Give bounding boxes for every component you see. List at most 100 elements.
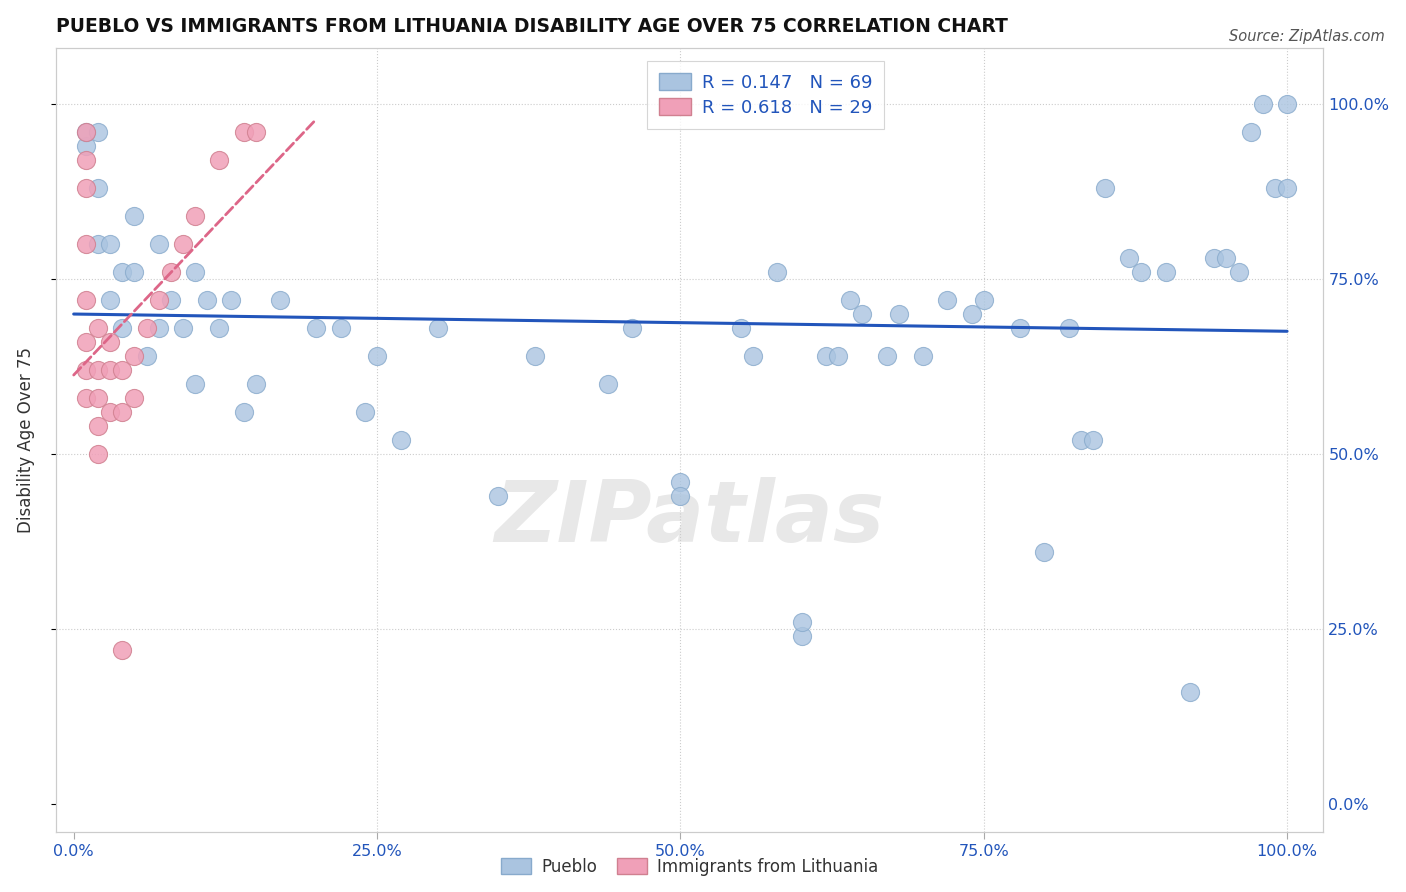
Point <box>87 391 110 405</box>
Point <box>124 391 146 405</box>
Point <box>221 293 243 308</box>
Point <box>111 321 134 335</box>
Text: PUEBLO VS IMMIGRANTS FROM LITHUANIA DISABILITY AGE OVER 75 CORRELATION CHART: PUEBLO VS IMMIGRANTS FROM LITHUANIA DISA… <box>55 17 1007 36</box>
Point <box>1227 265 1250 279</box>
Point <box>184 209 207 223</box>
Point <box>876 349 898 363</box>
Point <box>1010 321 1032 335</box>
Point <box>232 125 254 139</box>
Point <box>98 335 121 350</box>
Point <box>269 293 291 308</box>
Point <box>75 125 97 139</box>
Point <box>245 377 267 392</box>
Legend: Pueblo, Immigrants from Lithuania: Pueblo, Immigrants from Lithuania <box>495 851 884 882</box>
Point <box>98 293 121 308</box>
Point <box>184 377 207 392</box>
Point <box>730 321 752 335</box>
Point <box>354 405 377 419</box>
Point <box>87 447 110 461</box>
Point <box>620 321 643 335</box>
Point <box>232 405 254 419</box>
Point <box>172 237 194 252</box>
Point <box>523 349 546 363</box>
Point <box>790 629 813 643</box>
Point <box>75 335 97 350</box>
Point <box>148 293 170 308</box>
Point <box>111 643 134 657</box>
Point <box>1118 252 1140 266</box>
Point <box>1240 125 1263 139</box>
Point <box>75 237 97 252</box>
Point <box>1057 321 1080 335</box>
Point <box>766 265 789 279</box>
Point <box>159 293 181 308</box>
Point <box>1081 434 1104 448</box>
Point <box>366 349 388 363</box>
Point <box>124 209 146 223</box>
Text: Source: ZipAtlas.com: Source: ZipAtlas.com <box>1229 29 1385 44</box>
Point <box>1215 252 1237 266</box>
Point <box>148 237 170 252</box>
Point <box>75 139 97 153</box>
Point <box>208 321 231 335</box>
Point <box>887 307 910 321</box>
Point <box>87 321 110 335</box>
Point <box>87 237 110 252</box>
Point <box>111 363 134 377</box>
Point <box>486 489 509 503</box>
Point <box>669 475 692 490</box>
Point <box>1204 252 1226 266</box>
Point <box>87 419 110 434</box>
Point <box>426 321 449 335</box>
Point <box>1094 181 1116 195</box>
Point <box>87 181 110 195</box>
Point <box>98 363 121 377</box>
Point <box>1264 181 1286 195</box>
Point <box>305 321 328 335</box>
Point <box>669 489 692 503</box>
Point <box>960 307 983 321</box>
Point <box>973 293 995 308</box>
Point <box>1275 97 1298 112</box>
Point <box>389 434 412 448</box>
Point <box>75 181 97 195</box>
Point <box>851 307 873 321</box>
Point <box>87 363 110 377</box>
Point <box>742 349 765 363</box>
Point <box>839 293 862 308</box>
Point <box>98 237 121 252</box>
Point <box>1070 434 1092 448</box>
Point <box>1178 685 1201 699</box>
Point <box>208 153 231 168</box>
Point <box>111 405 134 419</box>
Text: ZIPatlas: ZIPatlas <box>495 477 884 560</box>
Point <box>124 349 146 363</box>
Point <box>245 125 267 139</box>
Point <box>1154 265 1177 279</box>
Point <box>111 265 134 279</box>
Point <box>827 349 849 363</box>
Point <box>1275 181 1298 195</box>
Point <box>75 363 97 377</box>
Point <box>1033 545 1056 559</box>
Point <box>912 349 935 363</box>
Point <box>814 349 837 363</box>
Point <box>159 265 181 279</box>
Point <box>195 293 218 308</box>
Point <box>98 405 121 419</box>
Point <box>1251 97 1274 112</box>
Point <box>596 377 619 392</box>
Point <box>790 615 813 630</box>
Point <box>329 321 352 335</box>
Point <box>1130 265 1153 279</box>
Point <box>75 391 97 405</box>
Point <box>75 125 97 139</box>
Point <box>87 125 110 139</box>
Point <box>936 293 959 308</box>
Point <box>75 153 97 168</box>
Point <box>124 265 146 279</box>
Point <box>148 321 170 335</box>
Point <box>75 293 97 308</box>
Point <box>135 321 157 335</box>
Point <box>184 265 207 279</box>
